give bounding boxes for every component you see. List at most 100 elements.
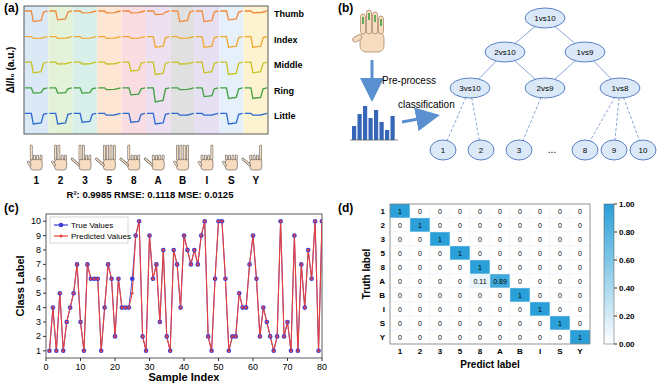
signal-trace [25,11,47,22]
cell-label: 0 [498,208,502,215]
heatmap-cell [550,218,570,232]
signal-trace [171,11,193,22]
finger-outline [103,146,106,159]
heatmap-cell [470,218,490,232]
gesture-label: Y [252,175,259,186]
series-marker [145,350,148,353]
series-marker [316,349,321,354]
cell-label: 0 [418,208,422,215]
heatmap-cell [410,218,430,232]
cell-label: 0 [478,250,482,257]
finger [183,146,185,159]
heatmap-cell [430,260,450,274]
cell-label: 0 [558,208,562,215]
heatmap-cell [490,288,510,302]
palm [55,159,67,170]
series-marker [265,320,270,325]
signal-trace [25,113,47,124]
heatmap-cell [490,232,510,246]
hand-icon [175,146,189,170]
gesture-band [146,6,170,134]
series-marker [110,278,113,281]
figure: (a)(b)(c)(d)ΔI/I₀ (a.u.)ThumbIndexMiddle… [0,0,658,387]
gesture-band [122,6,146,134]
x-tick-label: A [497,347,503,356]
series-marker [210,350,213,353]
heatmap-cell [510,204,530,218]
cell-label: 0 [458,334,462,341]
finger-outline [235,156,238,159]
finger [128,146,130,159]
cell-label: 0 [538,264,542,271]
signal-trace [49,37,71,39]
cell-label: 1 [438,236,442,243]
series-marker [51,305,56,310]
feature-bar-icon [391,116,395,140]
cell-label: 0 [558,292,562,299]
axis-title: ΔI/I₀ (a.u.) [5,47,16,94]
y-tick-label: 1 [381,207,386,216]
cell-label: 0 [538,236,542,243]
y-tick-label: 8 [381,263,386,272]
series-marker [255,278,258,281]
leaf-label: 8 [583,146,588,155]
finger [367,10,372,34]
cell-label: 0 [478,334,482,341]
series-marker [244,305,249,310]
heatmap-cell [570,302,590,316]
thumb [223,162,225,165]
colorbar-tick [614,260,617,261]
series-marker [64,320,69,325]
heatmap-cell [450,260,470,274]
series-marker [193,249,196,252]
palm [201,159,213,170]
thumb-outline [53,162,55,165]
gesture-label: 2 [58,175,64,186]
finger-outline [152,156,155,159]
y-tick-label: Y [380,333,386,342]
step-label: classification [398,99,455,110]
signal-trace [171,113,193,115]
y-tick [43,235,46,236]
cell-label: 0 [418,278,422,285]
y-tick-label: 3 [381,235,386,244]
signal-trace [245,113,267,115]
series-marker [199,233,204,238]
heatmap-cell [530,274,550,288]
heatmap-cell [530,218,550,232]
cell-label: 0 [558,306,562,313]
cell-label: 0 [398,292,402,299]
x-tick-label: 60 [248,362,258,372]
tree-node [600,78,640,98]
legend-label: True Values [71,221,113,230]
signal-trace [74,88,96,93]
finger [180,146,182,159]
heatmap-cell [530,260,550,274]
y-tick-label: B [379,291,385,300]
heatmap-cell [490,302,510,316]
cell-label: 0 [578,236,582,243]
heatmap-cell [470,302,490,316]
cell-label: 0 [478,222,482,229]
series-marker [117,278,120,281]
heatmap-cell [510,232,530,246]
thumb-outline [28,162,30,165]
series-marker [206,334,211,339]
colorbar-tick [614,204,617,205]
x-tick-label: 8 [478,347,483,356]
leaf-node [572,140,598,160]
finger [253,156,255,159]
finger [135,156,137,159]
finger-outline [256,156,259,159]
y-tick-label: 10 [31,216,41,226]
series-marker [220,219,225,224]
series-marker [299,262,304,267]
series-marker [285,320,290,325]
cell-label: 0 [418,264,422,271]
leaf-node [468,140,494,160]
heatmap-cell [550,288,570,302]
cell-label: 0 [538,250,542,257]
axis-title: Class Label [14,255,26,316]
signal-trace [123,113,145,122]
cell-label: 0 [438,334,442,341]
